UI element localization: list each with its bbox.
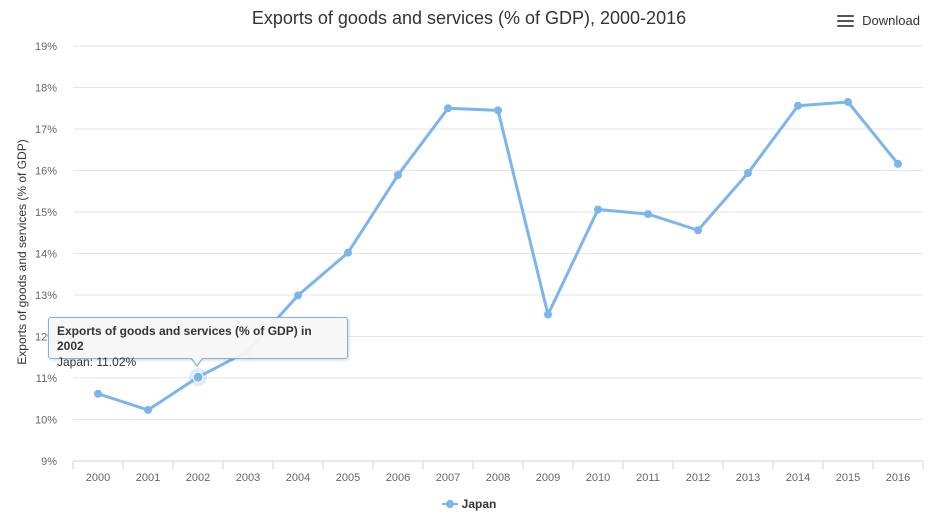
x-tick-label: 2015 <box>836 472 860 484</box>
data-point[interactable] <box>144 405 152 414</box>
x-tick-label: 2001 <box>136 472 160 484</box>
x-tick-label: 2016 <box>886 472 910 484</box>
data-point[interactable] <box>344 248 352 257</box>
x-tick-label: 2011 <box>636 472 660 484</box>
data-point[interactable] <box>594 205 602 214</box>
y-tick-label: 13% <box>35 290 57 302</box>
data-point[interactable] <box>744 168 752 177</box>
tooltip: Exports of goods and services (% of GDP)… <box>48 317 348 369</box>
data-point[interactable] <box>544 310 552 319</box>
x-tick-label: 2014 <box>786 472 810 484</box>
x-tick-label: 2006 <box>386 472 410 484</box>
x-tick-label: 2010 <box>586 472 610 484</box>
x-tick-label: 2013 <box>736 472 760 484</box>
y-tick-label: 10% <box>35 415 57 427</box>
x-tick-label: 2000 <box>86 472 110 484</box>
chart-title: Exports of goods and services (% of GDP)… <box>251 8 687 28</box>
data-point[interactable] <box>844 98 852 107</box>
legend: Japan <box>0 497 938 511</box>
data-point[interactable] <box>494 106 502 115</box>
y-tick-label: 16% <box>35 166 57 178</box>
legend-label: Japan <box>461 497 497 511</box>
data-point[interactable] <box>394 171 402 180</box>
legend-symbol-icon <box>441 499 458 509</box>
x-tick-label: 2005 <box>336 472 360 484</box>
y-tick-label: 18% <box>35 83 57 95</box>
tooltip-title: Exports of goods and services (% of GDP)… <box>57 324 312 353</box>
y-axis-label: Exports of goods and services (% of GDP) <box>15 139 29 364</box>
data-point[interactable] <box>94 389 102 398</box>
y-tick-label: 9% <box>41 456 57 468</box>
y-tick-label: 15% <box>35 207 57 219</box>
y-tick-label: 11% <box>36 373 57 385</box>
menu-icon <box>837 14 855 27</box>
y-tick-label: 19% <box>35 41 57 53</box>
x-tick-label: 2012 <box>686 472 710 484</box>
tooltip-body: Japan: 11.02% <box>57 355 137 369</box>
data-point[interactable] <box>894 159 902 168</box>
y-tick-label: 17% <box>35 124 57 136</box>
download-button[interactable]: Download <box>837 13 920 28</box>
data-point[interactable] <box>694 226 702 235</box>
tooltip-arrow-fill <box>192 358 202 365</box>
x-tick-label: 2004 <box>286 472 310 484</box>
x-tick-label: 2002 <box>186 472 210 484</box>
data-point[interactable] <box>644 210 652 219</box>
data-point[interactable] <box>294 291 302 300</box>
legend-item-japan[interactable]: Japan <box>441 497 497 511</box>
y-tick-label: 14% <box>35 249 57 261</box>
download-label: Download <box>862 13 920 28</box>
data-point[interactable] <box>794 101 802 110</box>
data-point[interactable] <box>192 371 204 383</box>
x-tick-label: 2007 <box>436 472 460 484</box>
x-tick-label: 2009 <box>536 472 560 484</box>
x-tick-label: 2003 <box>236 472 260 484</box>
x-tick-label: 2008 <box>486 472 510 484</box>
data-point[interactable] <box>444 104 452 113</box>
